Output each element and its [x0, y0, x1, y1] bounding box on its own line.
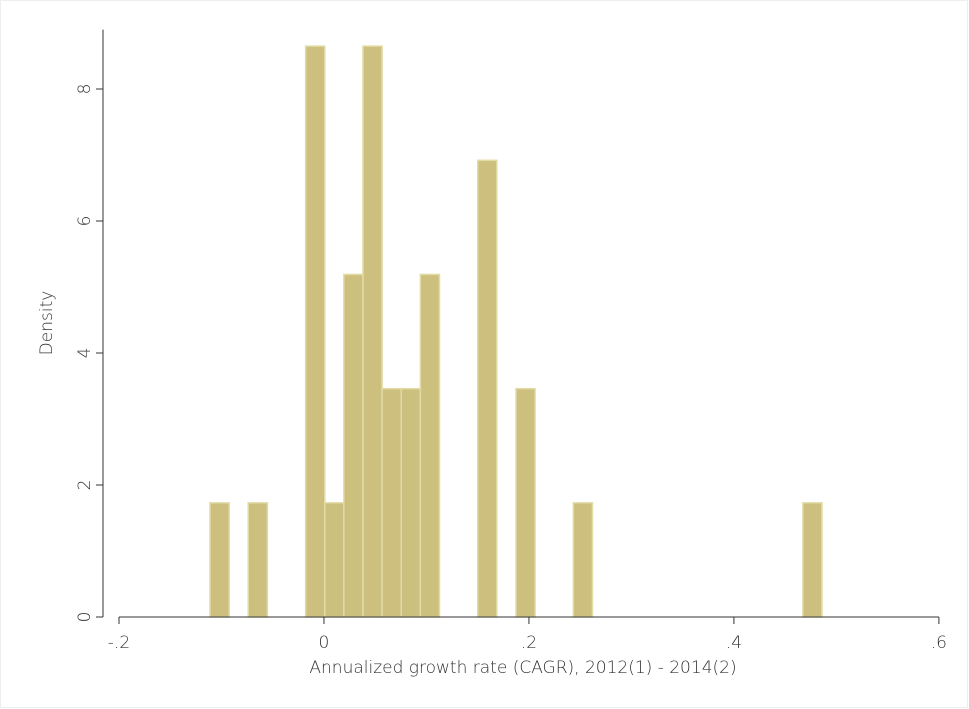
bar	[209, 502, 230, 618]
y-tick-label: 6	[75, 216, 95, 227]
y-tick-label: 4	[75, 348, 95, 359]
y-tick-label: 0	[75, 612, 95, 623]
bar	[343, 273, 364, 618]
y-axis-label: Density	[37, 291, 57, 356]
bar	[802, 502, 823, 618]
bar	[381, 387, 402, 618]
bar	[362, 45, 383, 618]
bar	[247, 502, 269, 618]
bar	[476, 159, 498, 618]
bar	[400, 387, 422, 618]
x-tick-label: 0	[319, 633, 330, 653]
x-tick-label: .4	[726, 633, 742, 653]
bar	[304, 45, 326, 618]
bar	[324, 502, 345, 618]
y-tick-label: 8	[75, 84, 95, 95]
x-axis-label: Annualized growth rate (CAGR), 2012(1) -…	[309, 658, 736, 678]
bar	[515, 387, 536, 618]
x-tick-label: .2	[521, 633, 537, 653]
y-tick-label: 2	[75, 480, 95, 491]
x-tick-label: .6	[931, 633, 947, 653]
x-tick-label: -.2	[108, 633, 130, 653]
bar	[419, 273, 441, 618]
bar	[572, 502, 594, 618]
